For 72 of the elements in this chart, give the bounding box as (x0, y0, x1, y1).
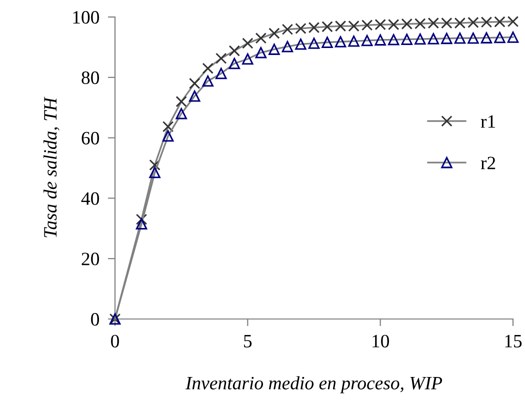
point (149, 166, 160, 178)
y-tick-label: 100 (73, 11, 100, 24)
point (176, 96, 187, 108)
point (188, 90, 200, 102)
point (268, 28, 280, 39)
point (468, 16, 479, 28)
point (361, 20, 373, 31)
point (494, 16, 506, 28)
point (242, 38, 254, 49)
point (428, 17, 440, 29)
y-tick-label: 0 (91, 313, 100, 326)
y-axis-title: Tasa de salida, TH (43, 96, 60, 238)
point (480, 32, 492, 44)
point (334, 20, 346, 32)
point (242, 53, 254, 65)
point (282, 40, 294, 52)
point (255, 32, 267, 44)
point (282, 24, 294, 36)
point (202, 75, 214, 87)
point (228, 58, 240, 70)
point (361, 34, 373, 46)
point (348, 20, 360, 32)
point (388, 18, 400, 30)
y-tick-label: 60 (82, 132, 100, 144)
point (494, 32, 506, 44)
y-tick-label: 80 (82, 71, 100, 84)
x-tick-label: 5 (244, 335, 252, 348)
point (374, 34, 386, 46)
point (334, 36, 346, 48)
point (441, 32, 452, 44)
point (162, 130, 174, 142)
point (255, 47, 267, 58)
point (295, 22, 306, 34)
point (507, 16, 519, 28)
point (295, 38, 306, 50)
point (149, 159, 160, 171)
point (454, 32, 466, 44)
point (388, 34, 400, 46)
point (216, 52, 227, 64)
point (136, 214, 148, 225)
point (374, 18, 386, 30)
point (268, 44, 280, 55)
point (322, 21, 333, 32)
point (136, 218, 148, 230)
x-tick-label: 0 (111, 334, 119, 348)
point (468, 32, 479, 44)
point (401, 18, 412, 30)
y-tick-label: 40 (81, 192, 100, 205)
point (507, 32, 519, 43)
point (322, 36, 333, 48)
point (216, 68, 227, 80)
point (176, 108, 187, 120)
point (228, 45, 240, 56)
legend-label: r2 (480, 156, 496, 170)
x-axis-title: Inventario medio en proceso, WIP (185, 376, 442, 394)
point (202, 62, 214, 74)
point (162, 121, 174, 132)
point (414, 33, 426, 45)
point (480, 16, 492, 28)
point (454, 17, 466, 29)
point (441, 17, 452, 29)
x-tick-label: 15 (505, 334, 522, 348)
legend-label: r1 (480, 115, 495, 128)
y-tick-label: 20 (82, 252, 100, 266)
point (428, 33, 440, 44)
point (348, 36, 360, 47)
x-tick-label: 10 (372, 334, 389, 348)
point (308, 38, 320, 49)
point (308, 22, 320, 34)
point (188, 78, 200, 90)
point (414, 18, 426, 30)
point (401, 34, 412, 45)
